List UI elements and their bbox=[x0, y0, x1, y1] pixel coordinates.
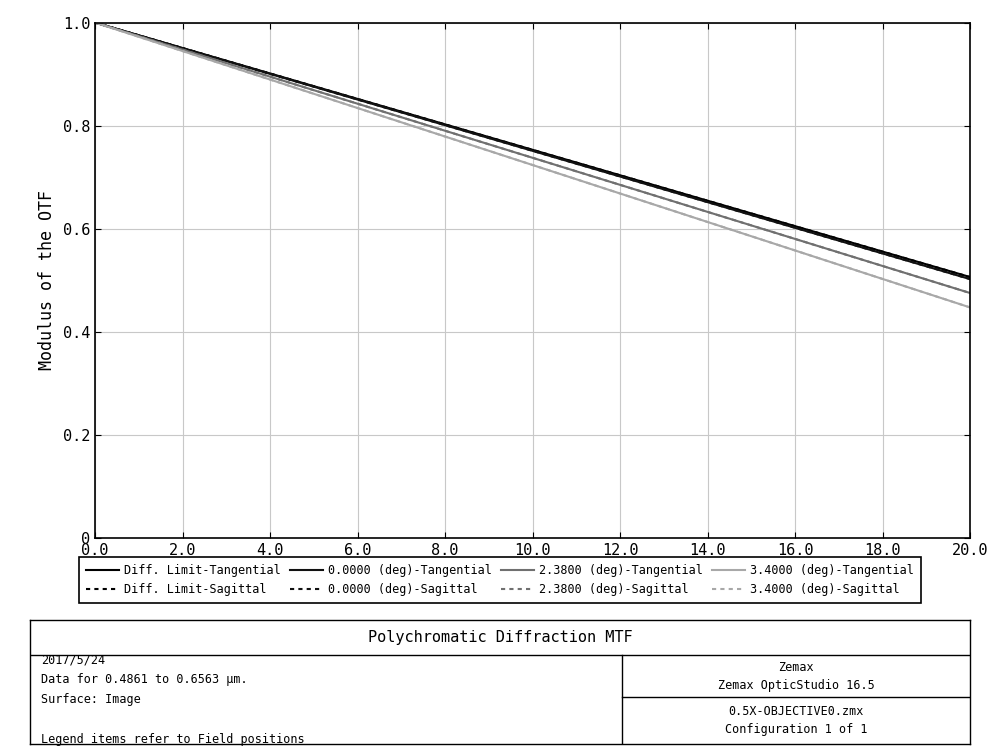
X-axis label: Spatial Frequency in cycles per mm: Spatial Frequency in cycles per mm bbox=[362, 565, 702, 583]
Text: 2017/5/24
Data for 0.4861 to 0.6563 μm.
Surface: Image

Legend items refer to Fi: 2017/5/24 Data for 0.4861 to 0.6563 μm. … bbox=[41, 653, 305, 746]
Text: Polychromatic Diffraction MTF: Polychromatic Diffraction MTF bbox=[368, 630, 632, 645]
Y-axis label: Modulus of the OTF: Modulus of the OTF bbox=[38, 190, 56, 370]
Text: 0.5X-OBJECTIVE0.zmx
Configuration 1 of 1: 0.5X-OBJECTIVE0.zmx Configuration 1 of 1 bbox=[725, 705, 867, 736]
Legend: Diff. Limit-Tangential, Diff. Limit-Sagittal, 0.0000 (deg)-Tangential, 0.0000 (d: Diff. Limit-Tangential, Diff. Limit-Sagi… bbox=[79, 556, 921, 603]
Text: Zemax
Zemax OpticStudio 16.5: Zemax Zemax OpticStudio 16.5 bbox=[718, 661, 874, 692]
